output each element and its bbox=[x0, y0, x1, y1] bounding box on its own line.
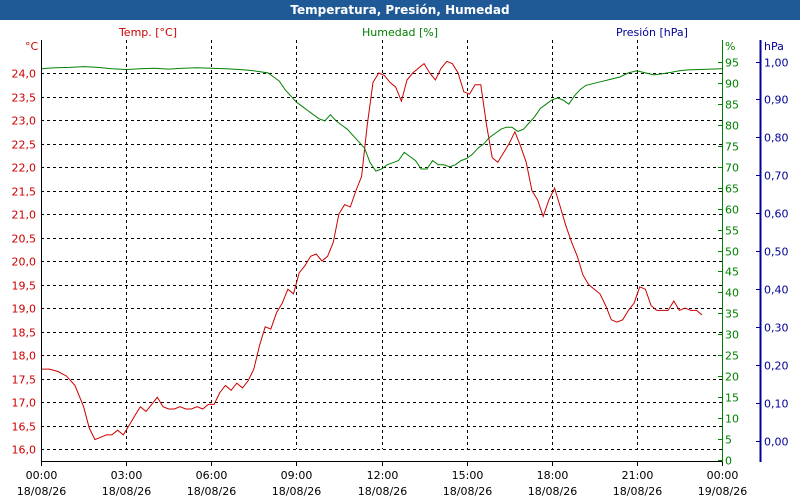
x-tick-date: 18/08/26 bbox=[528, 485, 577, 498]
temp-tick-label: 24,0 bbox=[12, 68, 37, 81]
humidity-tick-label: 70 bbox=[725, 162, 739, 175]
pressure-tick-label: 0,30 bbox=[764, 322, 789, 335]
pressure-tick-label: 0,20 bbox=[764, 360, 789, 373]
humidity-tick-label: 30 bbox=[725, 329, 739, 342]
humidity-tick-label: 15 bbox=[725, 392, 739, 405]
pressure-axis-unit: hPa bbox=[764, 40, 784, 53]
pressure-tick-label: 0,00 bbox=[764, 436, 789, 449]
humidity-tick-label: 85 bbox=[725, 99, 739, 112]
x-tick-time: 03:00 bbox=[111, 469, 143, 482]
humidity-tick-label: 60 bbox=[725, 204, 739, 217]
labels: °C Temp. [°C] Humedad [%] % Presión [hPa… bbox=[25, 26, 784, 53]
axes: 16,0 16,5 17,0 17,5 18,0 18,5 19,0 19,5 20,0 20,5… bbox=[12, 40, 789, 498]
x-tick-time: 09:00 bbox=[281, 469, 313, 482]
temp-tick-label: 20,5 bbox=[12, 233, 37, 246]
temp-tick-label: 17,0 bbox=[12, 397, 37, 410]
x-tick-date: 18/08/26 bbox=[17, 485, 66, 498]
humidity-tick-label: 20 bbox=[725, 371, 739, 384]
series-layer bbox=[40, 60, 723, 441]
temp-tick-label: 20,0 bbox=[12, 256, 37, 269]
x-tick-date: 18/08/26 bbox=[613, 485, 662, 498]
plot-area bbox=[41, 40, 722, 449]
x-tick-time: 21:00 bbox=[622, 469, 654, 482]
humidity-tick-label: 95 bbox=[725, 57, 739, 70]
x-tick-date: 19/08/26 bbox=[698, 485, 747, 498]
humidity-tick-label: 75 bbox=[725, 141, 739, 154]
temp-tick-label: 21,0 bbox=[12, 209, 37, 222]
pressure-tick-label: 0,10 bbox=[764, 398, 789, 411]
temperature-series-line bbox=[41, 60, 703, 441]
temp-tick-label: 21,5 bbox=[12, 186, 37, 199]
x-tick-time: 00:00 bbox=[26, 469, 58, 482]
temp-tick-label: 23,0 bbox=[12, 115, 37, 128]
humidity-tick-label: 0 bbox=[725, 455, 732, 468]
temp-axis-label: Temp. [°C] bbox=[118, 26, 177, 39]
grid bbox=[41, 40, 722, 450]
humidity-series-line bbox=[40, 66, 723, 172]
x-tick-date: 18/08/26 bbox=[443, 485, 492, 498]
humidity-tick-label: 55 bbox=[725, 225, 739, 238]
x-tick-time: 15:00 bbox=[452, 469, 484, 482]
humidity-tick-label: 65 bbox=[725, 183, 739, 196]
humidity-tick-label: 10 bbox=[725, 413, 739, 426]
x-tick-date: 18/08/26 bbox=[272, 485, 321, 498]
humidity-axis-label: Humedad [%] bbox=[362, 26, 438, 39]
pressure-tick-label: 0,40 bbox=[764, 284, 789, 297]
temp-tick-label: 19,5 bbox=[12, 280, 37, 293]
temp-axis-unit: °C bbox=[25, 40, 39, 53]
temp-tick-label: 23,5 bbox=[12, 92, 37, 105]
pressure-tick-label: 0,60 bbox=[764, 208, 789, 221]
humidity-tick-label: 35 bbox=[725, 308, 739, 321]
x-tick-date: 18/08/26 bbox=[187, 485, 236, 498]
pressure-axis-label: Presión [hPa] bbox=[616, 26, 688, 39]
pressure-tick-label: 0,90 bbox=[764, 94, 789, 107]
x-tick-time: 00:00 bbox=[707, 469, 739, 482]
humidity-tick-label: 25 bbox=[725, 350, 739, 363]
pressure-tick-label: 0,70 bbox=[764, 170, 789, 183]
temp-tick-label: 22,0 bbox=[12, 162, 37, 175]
x-tick-time: 18:00 bbox=[537, 469, 569, 482]
chart-title: Temperatura, Presión, Humedad bbox=[0, 0, 800, 20]
pressure-tick-label: 0,80 bbox=[764, 132, 789, 145]
temp-tick-label: 16,0 bbox=[12, 444, 37, 457]
temp-tick-label: 18,0 bbox=[12, 350, 37, 363]
humidity-tick-label: 50 bbox=[725, 246, 739, 259]
temp-tick-label: 17,5 bbox=[12, 374, 37, 387]
humidity-tick-label: 5 bbox=[725, 434, 732, 447]
temp-tick-label: 19,0 bbox=[12, 303, 37, 316]
x-tick-time: 06:00 bbox=[196, 469, 228, 482]
temp-tick-label: 16,5 bbox=[12, 421, 37, 434]
pressure-tick-label: 0,50 bbox=[764, 246, 789, 259]
x-tick-date: 18/08/26 bbox=[102, 485, 151, 498]
temp-tick-label: 18,5 bbox=[12, 327, 37, 340]
humidity-tick-label: 80 bbox=[725, 120, 739, 133]
x-tick-date: 18/08/26 bbox=[358, 485, 407, 498]
humidity-axis-unit: % bbox=[725, 40, 735, 53]
humidity-tick-label: 45 bbox=[725, 266, 739, 279]
humidity-tick-label: 90 bbox=[725, 78, 739, 91]
temp-tick-label: 22,5 bbox=[12, 139, 37, 152]
pressure-tick-label: 1,00 bbox=[764, 57, 789, 70]
humidity-tick-label: 40 bbox=[725, 287, 739, 300]
x-tick-time: 12:00 bbox=[367, 469, 399, 482]
